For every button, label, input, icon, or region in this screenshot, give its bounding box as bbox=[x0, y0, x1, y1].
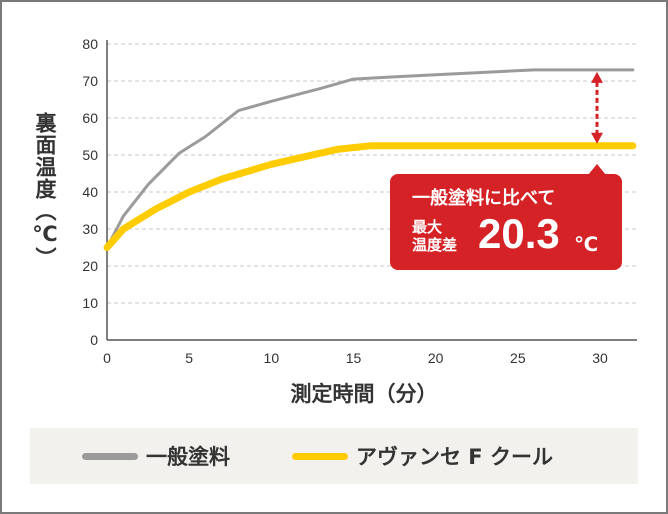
legend-swatch bbox=[82, 452, 138, 460]
callout-line1: 一般塗料に比べて bbox=[412, 188, 556, 209]
legend-item-general: 一般塗料 bbox=[82, 441, 230, 471]
callout-pointer bbox=[588, 164, 606, 175]
y-tick-label: 60 bbox=[82, 110, 98, 126]
x-tick-label: 0 bbox=[103, 350, 111, 366]
x-tick-label: 10 bbox=[264, 350, 280, 366]
callout-value: 20.3 bbox=[478, 210, 560, 257]
y-tick-label: 80 bbox=[82, 36, 98, 52]
x-axis-label: 測定時間（分） bbox=[290, 382, 438, 406]
y-tick-label: 50 bbox=[82, 147, 98, 163]
x-tick-label: 20 bbox=[428, 350, 444, 366]
x-tick-label: 25 bbox=[510, 350, 526, 366]
legend-item-avance: アヴァンセ F クール bbox=[292, 441, 553, 471]
y-tick-label: 70 bbox=[82, 73, 98, 89]
y-tick-label: 0 bbox=[90, 332, 98, 348]
legend-label: 一般塗料 bbox=[146, 445, 230, 469]
legend-label: アヴァンセ F クール bbox=[356, 445, 553, 469]
y-axis-label: 裏面温度（℃） bbox=[33, 112, 57, 269]
y-tick-label: 40 bbox=[82, 184, 98, 200]
x-tick-label: 30 bbox=[592, 350, 608, 366]
difference-callout: 一般塗料に比べて 最大 温度差 20.3 ℃ bbox=[390, 174, 622, 270]
callout-label: 最大 温度差 bbox=[412, 218, 457, 254]
legend: 一般塗料 アヴァンセ F クール bbox=[30, 428, 638, 484]
difference-arrow-head-bottom bbox=[591, 132, 603, 144]
x-tick-label: 15 bbox=[346, 350, 362, 366]
callout-label-top: 最大 bbox=[412, 218, 443, 236]
series-line-0 bbox=[105, 68, 635, 249]
y-tick-label: 30 bbox=[82, 221, 98, 237]
difference-arrow-head-top bbox=[591, 71, 603, 83]
callout-unit: ℃ bbox=[574, 232, 599, 256]
legend-swatch bbox=[292, 452, 348, 460]
x-tick-label: 5 bbox=[185, 350, 193, 366]
y-tick-label: 20 bbox=[82, 258, 98, 274]
callout-label-bottom: 温度差 bbox=[412, 236, 458, 254]
y-tick-label: 10 bbox=[82, 295, 98, 311]
series-line-1 bbox=[103, 142, 637, 251]
